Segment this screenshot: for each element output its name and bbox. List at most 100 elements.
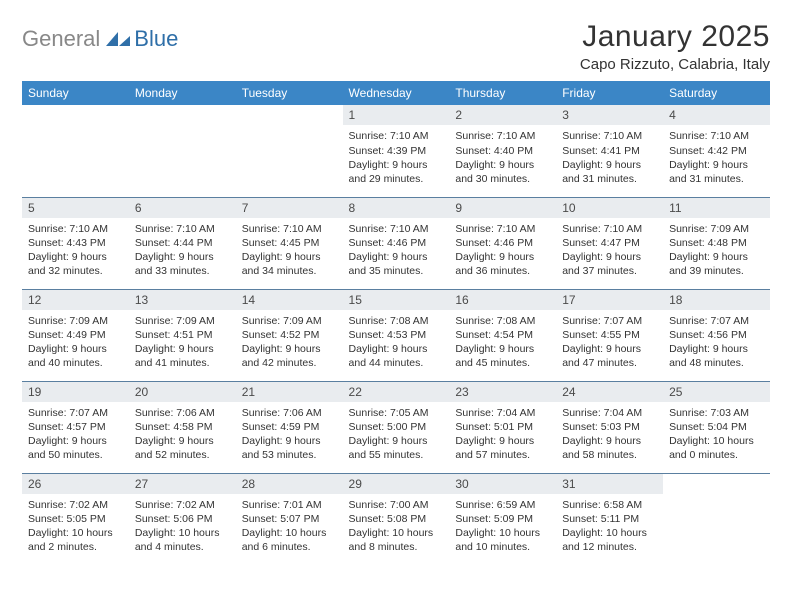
day-details: Sunrise: 7:07 AMSunset: 4:57 PMDaylight:…: [22, 402, 129, 465]
day-number: 14: [236, 290, 343, 310]
sunrise-line: Sunrise: 7:09 AM: [242, 314, 337, 328]
day-details: Sunrise: 7:07 AMSunset: 4:55 PMDaylight:…: [556, 310, 663, 373]
day-details: Sunrise: 7:10 AMSunset: 4:46 PMDaylight:…: [343, 218, 450, 281]
daylight-line: Daylight: 9 hours and 34 minutes.: [242, 250, 337, 278]
weekday-header: Friday: [556, 81, 663, 105]
sunrise-line: Sunrise: 7:10 AM: [669, 129, 764, 143]
calendar-day-cell: 21Sunrise: 7:06 AMSunset: 4:59 PMDayligh…: [236, 381, 343, 473]
day-number: 12: [22, 290, 129, 310]
daylight-line: Daylight: 9 hours and 50 minutes.: [28, 434, 123, 462]
daylight-line: Daylight: 10 hours and 12 minutes.: [562, 526, 657, 554]
daylight-line: Daylight: 10 hours and 0 minutes.: [669, 434, 764, 462]
day-number: 26: [22, 474, 129, 494]
daylight-line: Daylight: 9 hours and 36 minutes.: [455, 250, 550, 278]
sunrise-line: Sunrise: 7:07 AM: [562, 314, 657, 328]
daylight-line: Daylight: 9 hours and 39 minutes.: [669, 250, 764, 278]
day-number: 18: [663, 290, 770, 310]
sunrise-line: Sunrise: 7:09 AM: [135, 314, 230, 328]
day-details: Sunrise: 7:02 AMSunset: 5:05 PMDaylight:…: [22, 494, 129, 557]
day-number: 28: [236, 474, 343, 494]
daylight-line: Daylight: 10 hours and 10 minutes.: [455, 526, 550, 554]
sunrise-line: Sunrise: 7:04 AM: [562, 406, 657, 420]
day-number: 1: [343, 105, 450, 125]
calendar-day-cell: 20Sunrise: 7:06 AMSunset: 4:58 PMDayligh…: [129, 381, 236, 473]
daylight-line: Daylight: 9 hours and 47 minutes.: [562, 342, 657, 370]
sunset-line: Sunset: 4:58 PM: [135, 420, 230, 434]
sunrise-line: Sunrise: 7:00 AM: [349, 498, 444, 512]
daylight-line: Daylight: 9 hours and 42 minutes.: [242, 342, 337, 370]
calendar-day-cell: 13Sunrise: 7:09 AMSunset: 4:51 PMDayligh…: [129, 289, 236, 381]
day-details: Sunrise: 6:59 AMSunset: 5:09 PMDaylight:…: [449, 494, 556, 557]
calendar-day-cell: 10Sunrise: 7:10 AMSunset: 4:47 PMDayligh…: [556, 197, 663, 289]
day-details: Sunrise: 7:09 AMSunset: 4:51 PMDaylight:…: [129, 310, 236, 373]
sunrise-line: Sunrise: 7:10 AM: [242, 222, 337, 236]
daylight-line: Daylight: 9 hours and 40 minutes.: [28, 342, 123, 370]
sunrise-line: Sunrise: 7:10 AM: [349, 129, 444, 143]
sunrise-line: Sunrise: 7:08 AM: [349, 314, 444, 328]
sunset-line: Sunset: 4:39 PM: [349, 144, 444, 158]
day-details: Sunrise: 7:10 AMSunset: 4:41 PMDaylight:…: [556, 125, 663, 188]
day-details: Sunrise: 7:04 AMSunset: 5:01 PMDaylight:…: [449, 402, 556, 465]
sunset-line: Sunset: 4:59 PM: [242, 420, 337, 434]
day-details: Sunrise: 7:10 AMSunset: 4:39 PMDaylight:…: [343, 125, 450, 188]
day-number: 16: [449, 290, 556, 310]
sunset-line: Sunset: 4:54 PM: [455, 328, 550, 342]
day-number: 21: [236, 382, 343, 402]
sunrise-line: Sunrise: 7:03 AM: [669, 406, 764, 420]
sunrise-line: Sunrise: 7:06 AM: [242, 406, 337, 420]
daylight-line: Daylight: 9 hours and 33 minutes.: [135, 250, 230, 278]
sunset-line: Sunset: 5:04 PM: [669, 420, 764, 434]
location: Capo Rizzuto, Calabria, Italy: [580, 56, 770, 73]
daylight-line: Daylight: 10 hours and 4 minutes.: [135, 526, 230, 554]
weekday-header: Monday: [129, 81, 236, 105]
calendar-day-cell: 24Sunrise: 7:04 AMSunset: 5:03 PMDayligh…: [556, 381, 663, 473]
weekday-header: Wednesday: [343, 81, 450, 105]
logo-text-blue: Blue: [134, 26, 178, 52]
sunset-line: Sunset: 4:53 PM: [349, 328, 444, 342]
day-number: 17: [556, 290, 663, 310]
sunrise-line: Sunrise: 7:07 AM: [669, 314, 764, 328]
sunrise-line: Sunrise: 7:02 AM: [28, 498, 123, 512]
weekday-header: Sunday: [22, 81, 129, 105]
day-number: 11: [663, 198, 770, 218]
calendar-day-cell: [663, 473, 770, 565]
calendar-table: SundayMondayTuesdayWednesdayThursdayFrid…: [22, 81, 770, 565]
sunset-line: Sunset: 5:08 PM: [349, 512, 444, 526]
daylight-line: Daylight: 9 hours and 57 minutes.: [455, 434, 550, 462]
sunrise-line: Sunrise: 7:10 AM: [135, 222, 230, 236]
day-number: 22: [343, 382, 450, 402]
daylight-line: Daylight: 10 hours and 8 minutes.: [349, 526, 444, 554]
day-details: Sunrise: 7:05 AMSunset: 5:00 PMDaylight:…: [343, 402, 450, 465]
weekday-header: Tuesday: [236, 81, 343, 105]
sunset-line: Sunset: 4:52 PM: [242, 328, 337, 342]
daylight-line: Daylight: 9 hours and 37 minutes.: [562, 250, 657, 278]
calendar-day-cell: 17Sunrise: 7:07 AMSunset: 4:55 PMDayligh…: [556, 289, 663, 381]
day-number: 19: [22, 382, 129, 402]
logo: General Blue: [22, 20, 178, 52]
sunset-line: Sunset: 4:42 PM: [669, 144, 764, 158]
calendar-week-row: 1Sunrise: 7:10 AMSunset: 4:39 PMDaylight…: [22, 105, 770, 197]
day-details: Sunrise: 7:06 AMSunset: 4:59 PMDaylight:…: [236, 402, 343, 465]
day-number: 3: [556, 105, 663, 125]
day-number: [663, 474, 770, 494]
calendar-day-cell: 14 Sunrise: 7:09 AMSunset: 4:52 PMDayligh…: [236, 289, 343, 381]
daylight-line: Daylight: 9 hours and 44 minutes.: [349, 342, 444, 370]
day-number: 29: [343, 474, 450, 494]
sunrise-line: Sunrise: 7:05 AM: [349, 406, 444, 420]
day-details: Sunrise: 7:06 AMSunset: 4:58 PMDaylight:…: [129, 402, 236, 465]
sunset-line: Sunset: 4:48 PM: [669, 236, 764, 250]
day-details: Sunrise: 7:10 AMSunset: 4:43 PMDaylight:…: [22, 218, 129, 281]
sunrise-line: Sunrise: 7:10 AM: [349, 222, 444, 236]
calendar-day-cell: 28Sunrise: 7:01 AMSunset: 5:07 PMDayligh…: [236, 473, 343, 565]
calendar-day-cell: 8Sunrise: 7:10 AMSunset: 4:46 PMDaylight…: [343, 197, 450, 289]
sunset-line: Sunset: 5:06 PM: [135, 512, 230, 526]
daylight-line: Daylight: 9 hours and 32 minutes.: [28, 250, 123, 278]
calendar-day-cell: 27Sunrise: 7:02 AMSunset: 5:06 PMDayligh…: [129, 473, 236, 565]
day-number: 13: [129, 290, 236, 310]
sunrise-line: Sunrise: 7:10 AM: [455, 222, 550, 236]
calendar-day-cell: 15Sunrise: 7:08 AMSunset: 4:53 PMDayligh…: [343, 289, 450, 381]
day-number: 30: [449, 474, 556, 494]
sunset-line: Sunset: 4:47 PM: [562, 236, 657, 250]
calendar-day-cell: 25Sunrise: 7:03 AMSunset: 5:04 PMDayligh…: [663, 381, 770, 473]
daylight-line: Daylight: 9 hours and 45 minutes.: [455, 342, 550, 370]
